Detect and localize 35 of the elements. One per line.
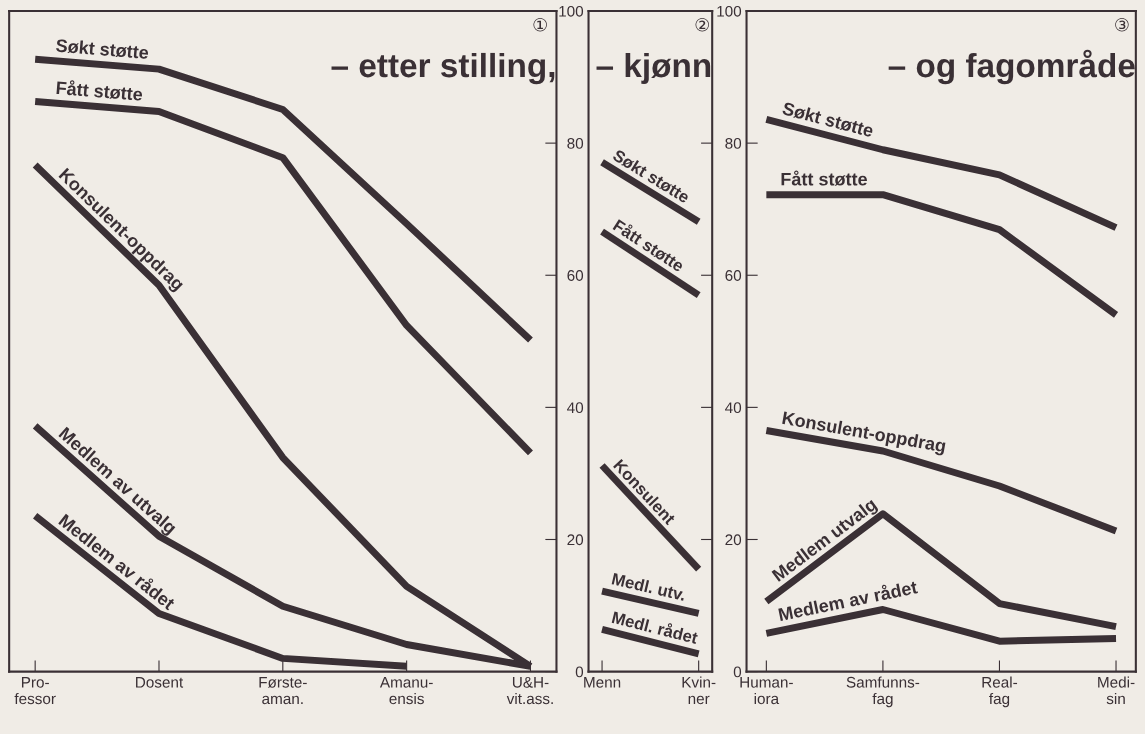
text: Søkt støtte [781,101,875,138]
x-tick-label: Amanu- ensis [379,677,433,705]
text: Medl. utv. [611,572,686,601]
y-tick-label: 80 [567,138,584,149]
x-tick-label: Dosent [136,677,184,688]
text: Medl. rådet [611,609,700,645]
text: – kjønn [596,52,711,84]
annotation: ③ [1115,18,1129,32]
x-tick-label: Medi- sin [1098,676,1135,705]
y-tick-label: 20 [725,534,742,546]
x-tick-label: Kvin- ner [682,676,716,705]
y-tick-label: 60 [725,270,742,281]
y-tick-label: 0 [575,666,584,678]
y-tick-label: 40 [567,402,584,414]
series-label: Søkt støtte [55,38,149,60]
series-label: Fått støtte [56,79,143,102]
y-tick-label: 100 [559,5,584,17]
x-tick-label: U&H- vit.ass. [506,676,553,705]
y-tick-label: 0 [733,666,742,678]
x-tick-label: Real- fag [982,676,1018,708]
series-label: Fått støtte [781,170,867,186]
x-tick-label: Human- iora [740,677,793,705]
x-tick-label: Menn [584,677,621,688]
text: – og fagområde [888,49,1135,85]
y-tick-label: 100 [717,5,742,17]
x-tick-label: Pro- fessor [14,677,56,705]
text: – etter stilling, [331,52,555,85]
y-tick-label: 20 [567,534,584,546]
y-tick-label: 40 [725,402,742,414]
annotation: ② [695,18,709,32]
annotation: ① [533,18,547,32]
y-tick-label: 60 [567,270,584,281]
y-tick-label: 80 [725,138,742,149]
x-tick-label: Samfunns- fag [846,676,920,708]
x-tick-label: Første- aman. [259,677,307,705]
